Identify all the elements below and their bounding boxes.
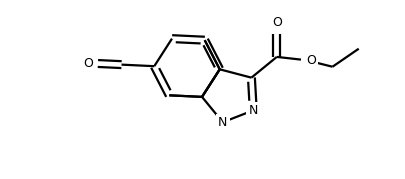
Text: N: N [218,116,228,129]
Text: O: O [83,57,93,70]
Text: O: O [272,16,282,29]
Text: O: O [306,54,316,67]
Text: N: N [249,104,258,117]
